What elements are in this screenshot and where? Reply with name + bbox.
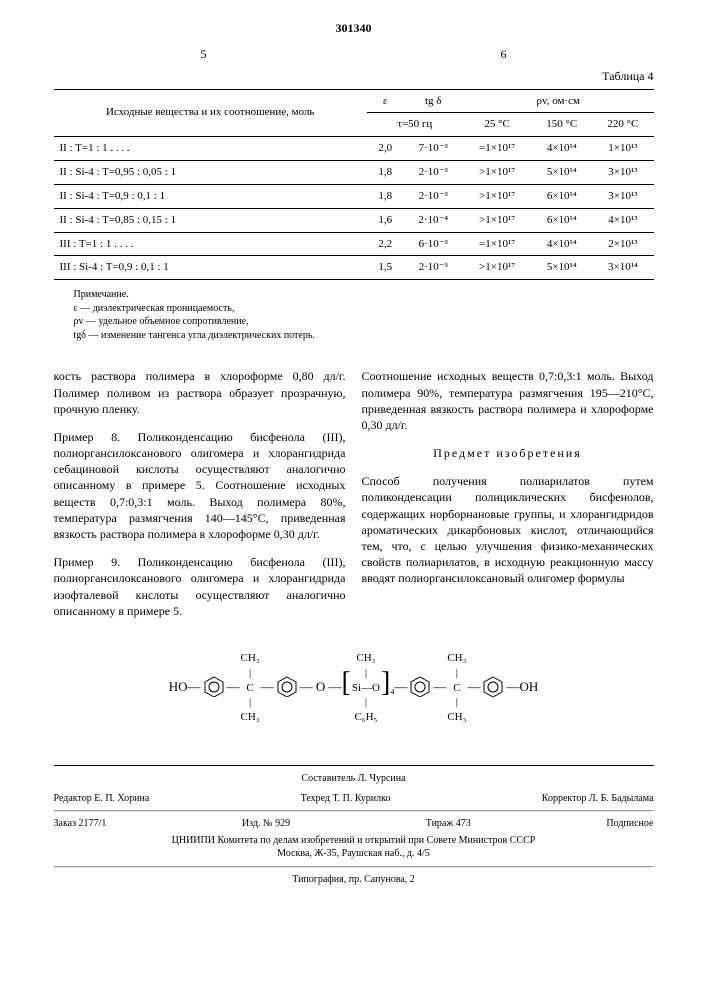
note-title: Примечание. [74, 289, 129, 300]
chemical-formula: HO——CH₃|C|CH₃—— O —[CH₃|Si—O|C₆H₅]4——CH₃… [54, 651, 654, 725]
table-row: II : T=1 : 1 . . . .2,07·10⁻³=1×10¹⁷4×10… [54, 137, 654, 161]
footer-editor: Редактор Е. П. Хорина [54, 792, 150, 806]
th-220: 220 °C [592, 113, 653, 137]
right-column: Соотношение исходных веществ 0,7:0,3:1 м… [362, 356, 654, 631]
left-p3: Пример 9. Поликонденсацию бисфенола (III… [54, 554, 346, 619]
table-row: II : Si-4 : T=0,95 : 0,05 : 11,82·10⁻³>1… [54, 161, 654, 185]
footer-tiraj: Тираж 473 [426, 817, 471, 831]
footer-org: ЦНИИПИ Комитета по делам изобретений и о… [54, 834, 654, 848]
th-25: 25 °C [463, 113, 531, 137]
footer-typo: Типография, пр. Сапунова, 2 [54, 873, 654, 887]
footer-addr: Москва, Ж-35, Раушская наб., д. 4/5 [54, 847, 654, 861]
right-p2: Способ получения полиарилатов путем поли… [362, 473, 654, 586]
col-right: 6 [354, 46, 654, 62]
body-columns: кость раствора полимера в хлороформе 0,8… [54, 356, 654, 631]
claims-title: Предмет изобретения [362, 445, 654, 461]
table-label: Таблица 4 [54, 68, 654, 84]
th-150: 150 °C [531, 113, 592, 137]
footer: Составитель Л. Чурсина Редактор Е. П. Хо… [54, 765, 654, 886]
th-tau: τ=50 гц [367, 113, 463, 137]
footer-izd: Изд. № 929 [242, 817, 290, 831]
footer-composer: Составитель Л. Чурсина [54, 772, 654, 786]
left-p2: Пример 8. Поликонденсацию бисфенола (III… [54, 429, 346, 542]
footer-sub: Подписное [606, 817, 653, 831]
right-p1: Соотношение исходных веществ 0,7:0,3:1 м… [362, 368, 654, 433]
footer-order: Заказ 2177/1 [54, 817, 107, 831]
note-l1: ε — диэлектрическая проницаемость, [74, 303, 235, 314]
doc-number: 301340 [54, 20, 654, 36]
table-row: II : Si-4 : T=0,9 : 0,1 : 11,82·10⁻³>1×1… [54, 184, 654, 208]
th-rho: ρv, ом·см [463, 89, 654, 113]
column-numbers: 5 6 [54, 46, 654, 62]
th-eps: ε [367, 89, 404, 113]
th-tgd: tg δ [404, 89, 463, 113]
benzene-icon [203, 675, 225, 702]
data-table: Исходные вещества и их соотношение, моль… [54, 89, 654, 281]
note-l3: tgδ — изменение тангенса угла диэлектрич… [74, 330, 315, 341]
table-row: III : T=1 : 1 . . . .2,26·10⁻³=1×10¹⁷4×1… [54, 232, 654, 256]
table-row: II : Si-4 : T=0,85 : 0,15 : 11,62·10⁻⁴>1… [54, 208, 654, 232]
footer-corr: Корректор Л. Б. Бадылама [542, 792, 654, 806]
left-column: кость раствора полимера в хлороформе 0,8… [54, 356, 346, 631]
th-substances: Исходные вещества и их соотношение, моль [54, 89, 367, 137]
table-note: Примечание. ε — диэлектрическая проницае… [54, 288, 654, 342]
note-l2: ρv — удельное объемное сопротивление, [74, 316, 249, 327]
footer-tech: Техред Т. П. Курилко [301, 792, 391, 806]
col-left: 5 [54, 46, 354, 62]
left-p1: кость раствора полимера в хлороформе 0,8… [54, 368, 346, 417]
table-row: III : Si-4 : T=0,9 : 0,1 : 11,52·10⁻³>1×… [54, 256, 654, 280]
